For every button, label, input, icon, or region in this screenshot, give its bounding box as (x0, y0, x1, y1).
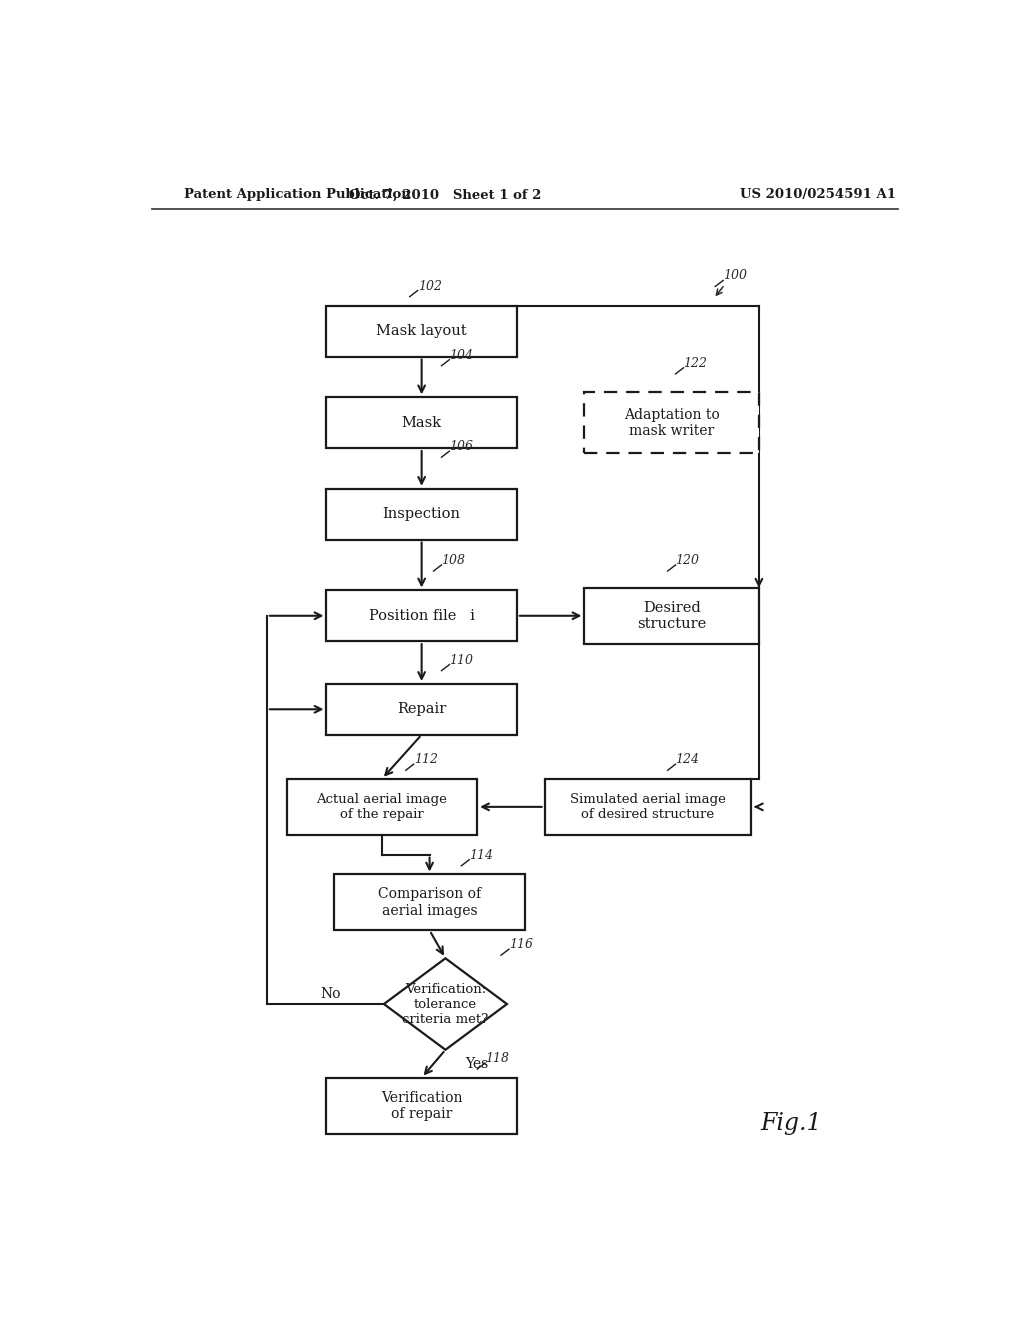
Text: 122: 122 (684, 356, 708, 370)
Text: 118: 118 (485, 1052, 509, 1065)
Text: Verification:
tolerance
criteria met?: Verification: tolerance criteria met? (402, 982, 488, 1026)
Text: US 2010/0254591 A1: US 2010/0254591 A1 (740, 189, 896, 202)
Text: 102: 102 (418, 280, 441, 293)
Text: 100: 100 (723, 269, 748, 282)
Text: Mask layout: Mask layout (376, 325, 467, 338)
Text: 108: 108 (441, 554, 466, 568)
Text: Comparison of
aerial images: Comparison of aerial images (378, 887, 481, 917)
Text: Inspection: Inspection (383, 507, 461, 521)
Text: 120: 120 (676, 554, 699, 568)
Polygon shape (384, 958, 507, 1049)
FancyBboxPatch shape (334, 874, 524, 931)
Text: 110: 110 (450, 653, 473, 667)
FancyBboxPatch shape (327, 590, 517, 642)
Text: Desired
structure: Desired structure (637, 601, 707, 631)
Text: Simulated aerial image
of desired structure: Simulated aerial image of desired struct… (570, 793, 726, 821)
Text: 112: 112 (414, 754, 437, 766)
Text: Yes: Yes (465, 1057, 488, 1071)
FancyBboxPatch shape (585, 392, 759, 453)
Text: 114: 114 (469, 849, 494, 862)
FancyBboxPatch shape (327, 397, 517, 447)
Text: Mask: Mask (401, 416, 441, 430)
Text: Verification
of repair: Verification of repair (381, 1090, 463, 1121)
Text: Adaptation to
mask writer: Adaptation to mask writer (624, 408, 720, 438)
Text: Oct. 7, 2010   Sheet 1 of 2: Oct. 7, 2010 Sheet 1 of 2 (349, 189, 542, 202)
Text: 104: 104 (450, 348, 473, 362)
Text: 106: 106 (450, 440, 473, 453)
Text: 124: 124 (676, 754, 699, 766)
Text: Repair: Repair (397, 702, 446, 717)
Text: Position file   i: Position file i (369, 609, 475, 623)
Text: Patent Application Publication: Patent Application Publication (183, 189, 411, 202)
FancyBboxPatch shape (327, 684, 517, 735)
FancyBboxPatch shape (287, 779, 477, 834)
Text: No: No (321, 987, 341, 1001)
Text: 116: 116 (509, 939, 532, 952)
FancyBboxPatch shape (327, 488, 517, 540)
Text: Actual aerial image
of the repair: Actual aerial image of the repair (316, 793, 447, 821)
FancyBboxPatch shape (585, 587, 759, 644)
FancyBboxPatch shape (327, 306, 517, 356)
FancyBboxPatch shape (327, 1077, 517, 1134)
Text: Fig.1: Fig.1 (760, 1113, 821, 1135)
FancyBboxPatch shape (545, 779, 751, 834)
